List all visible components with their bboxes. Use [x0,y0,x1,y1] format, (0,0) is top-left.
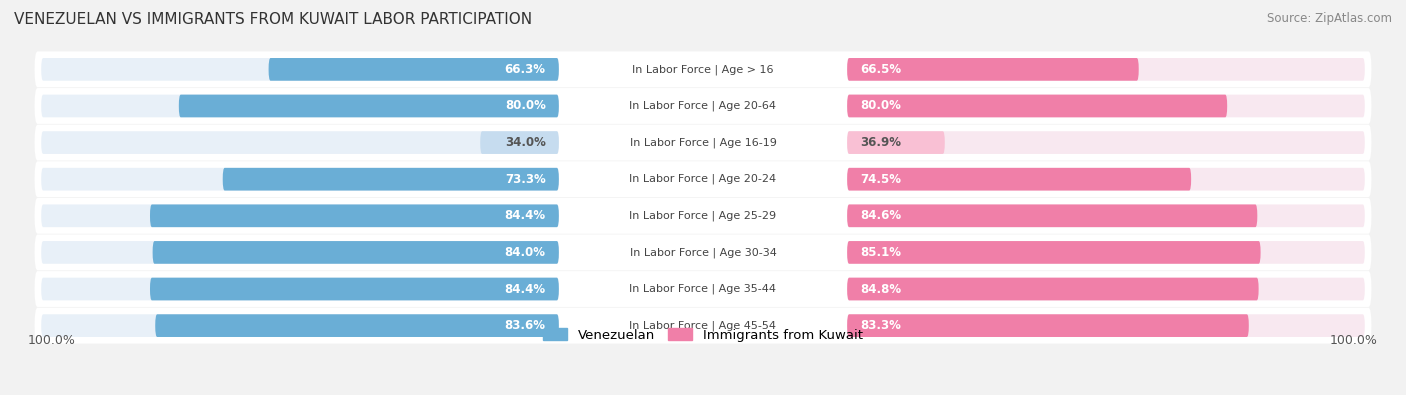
FancyBboxPatch shape [35,235,1371,270]
FancyBboxPatch shape [41,314,558,337]
Text: In Labor Force | Age 25-29: In Labor Force | Age 25-29 [630,211,776,221]
FancyBboxPatch shape [848,205,1257,227]
Text: 83.3%: 83.3% [860,319,901,332]
FancyBboxPatch shape [269,58,558,81]
FancyBboxPatch shape [848,278,1258,300]
FancyBboxPatch shape [155,314,558,337]
FancyBboxPatch shape [35,161,1371,197]
FancyBboxPatch shape [848,314,1249,337]
FancyBboxPatch shape [35,125,1371,160]
Text: 66.3%: 66.3% [505,63,546,76]
FancyBboxPatch shape [35,198,1371,234]
FancyBboxPatch shape [848,58,1139,81]
FancyBboxPatch shape [41,278,558,300]
FancyBboxPatch shape [848,131,945,154]
FancyBboxPatch shape [848,241,1365,264]
Text: 85.1%: 85.1% [860,246,901,259]
Text: In Labor Force | Age 45-54: In Labor Force | Age 45-54 [630,320,776,331]
FancyBboxPatch shape [848,168,1191,190]
Text: In Labor Force | Age 20-64: In Labor Force | Age 20-64 [630,101,776,111]
FancyBboxPatch shape [481,131,558,154]
Text: 84.8%: 84.8% [860,282,901,295]
FancyBboxPatch shape [848,95,1227,117]
Text: In Labor Force | Age 16-19: In Labor Force | Age 16-19 [630,137,776,148]
Text: 36.9%: 36.9% [860,136,901,149]
Text: In Labor Force | Age 35-44: In Labor Force | Age 35-44 [630,284,776,294]
Text: 83.6%: 83.6% [505,319,546,332]
Text: 100.0%: 100.0% [1330,334,1378,347]
FancyBboxPatch shape [41,168,558,190]
FancyBboxPatch shape [153,241,558,264]
Text: In Labor Force | Age > 16: In Labor Force | Age > 16 [633,64,773,75]
FancyBboxPatch shape [848,168,1365,190]
Text: 34.0%: 34.0% [505,136,546,149]
FancyBboxPatch shape [150,205,558,227]
FancyBboxPatch shape [35,88,1371,124]
FancyBboxPatch shape [848,131,1365,154]
FancyBboxPatch shape [35,271,1371,307]
Text: 73.3%: 73.3% [505,173,546,186]
FancyBboxPatch shape [41,241,558,264]
FancyBboxPatch shape [41,205,558,227]
Text: 80.0%: 80.0% [860,100,901,113]
FancyBboxPatch shape [848,205,1365,227]
FancyBboxPatch shape [41,131,558,154]
FancyBboxPatch shape [848,314,1365,337]
FancyBboxPatch shape [179,95,558,117]
FancyBboxPatch shape [848,95,1365,117]
FancyBboxPatch shape [222,168,558,190]
Text: In Labor Force | Age 20-24: In Labor Force | Age 20-24 [630,174,776,184]
Text: In Labor Force | Age 30-34: In Labor Force | Age 30-34 [630,247,776,258]
Text: 100.0%: 100.0% [28,334,76,347]
Text: 84.4%: 84.4% [505,209,546,222]
FancyBboxPatch shape [41,95,558,117]
FancyBboxPatch shape [848,241,1261,264]
Text: 80.0%: 80.0% [505,100,546,113]
Text: Source: ZipAtlas.com: Source: ZipAtlas.com [1267,12,1392,25]
Legend: Venezuelan, Immigrants from Kuwait: Venezuelan, Immigrants from Kuwait [538,323,868,347]
FancyBboxPatch shape [41,58,558,81]
FancyBboxPatch shape [35,308,1371,344]
FancyBboxPatch shape [35,51,1371,87]
Text: 66.5%: 66.5% [860,63,901,76]
Text: 84.6%: 84.6% [860,209,901,222]
Text: 84.4%: 84.4% [505,282,546,295]
FancyBboxPatch shape [848,58,1365,81]
FancyBboxPatch shape [848,278,1365,300]
Text: 74.5%: 74.5% [860,173,901,186]
Text: VENEZUELAN VS IMMIGRANTS FROM KUWAIT LABOR PARTICIPATION: VENEZUELAN VS IMMIGRANTS FROM KUWAIT LAB… [14,12,533,27]
FancyBboxPatch shape [150,278,558,300]
Text: 84.0%: 84.0% [505,246,546,259]
